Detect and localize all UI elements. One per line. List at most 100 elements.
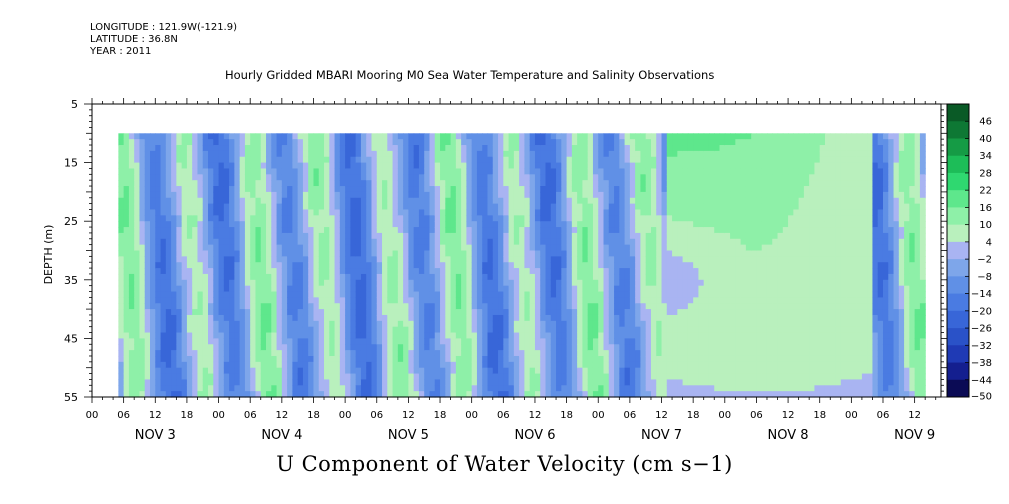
heatmap-cell: [587, 244, 594, 252]
heatmap-cell: [635, 320, 642, 328]
heatmap-cell: [223, 367, 230, 375]
heatmap-cell: [123, 379, 130, 386]
heatmap-cell: [329, 309, 336, 316]
heatmap-cell: [571, 285, 578, 293]
heatmap-cell: [281, 291, 288, 298]
heatmap-cell: [413, 297, 420, 304]
heatmap-cell: [519, 268, 526, 275]
heatmap-cell: [592, 303, 599, 310]
heatmap-cell: [524, 145, 531, 152]
heatmap-cell: [545, 385, 552, 392]
heatmap-cell: [424, 209, 431, 216]
heatmap-cell: [382, 238, 388, 246]
heatmap-cell: [239, 273, 246, 281]
heatmap-cell: [250, 139, 257, 146]
heatmap-cell: [392, 139, 399, 146]
heatmap-cell: [376, 314, 383, 322]
heatmap-cell: [650, 150, 657, 158]
heatmap-cell: [540, 145, 547, 152]
heatmap-cell: [476, 385, 483, 392]
heatmap-cell: [650, 367, 657, 375]
heatmap-cell: [635, 215, 642, 222]
heatmap-cell: [281, 221, 288, 228]
heatmap-cell: [624, 385, 631, 392]
heatmap-cell: [128, 303, 135, 310]
heatmap-cell: [413, 244, 420, 252]
heatmap-cell: [144, 250, 151, 257]
heatmap-cell: [318, 238, 325, 246]
heatmap-cell: [482, 367, 489, 375]
heatmap-cell: [577, 285, 584, 293]
heatmap-cell: [266, 197, 272, 205]
heatmap-cell: [281, 215, 288, 222]
heatmap-cell: [397, 256, 404, 263]
heatmap-cell: [218, 244, 225, 252]
heatmap-cell: [181, 285, 188, 293]
heatmap-cell: [492, 133, 499, 140]
heatmap-cell: [561, 232, 568, 240]
heatmap-cell: [445, 232, 452, 240]
heatmap-cell: [672, 338, 678, 345]
heatmap-cell: [376, 180, 383, 187]
heatmap-cell: [561, 215, 568, 222]
heatmap-cell: [171, 191, 177, 199]
heatmap-cell: [218, 314, 225, 322]
heatmap-cell: [571, 145, 578, 152]
heatmap-cell: [382, 145, 388, 152]
heatmap-cell: [566, 256, 573, 263]
heatmap-cell: [519, 186, 526, 193]
heatmap-cell: [524, 385, 531, 392]
heatmap-cell: [440, 391, 446, 398]
heatmap-cell: [308, 344, 315, 351]
heatmap-cell: [418, 338, 425, 345]
heatmap-cell: [550, 285, 557, 293]
heatmap-cell: [429, 215, 436, 222]
heatmap-cell: [682, 338, 689, 345]
heatmap-cell: [687, 191, 694, 199]
heatmap-cell: [197, 279, 204, 287]
heatmap-cell: [350, 133, 357, 140]
heatmap-cell: [571, 174, 578, 181]
heatmap-cell: [693, 133, 700, 140]
heatmap-cell: [339, 297, 346, 304]
heatmap-cell: [271, 320, 278, 328]
heatmap-cell: [144, 244, 151, 252]
heatmap-cell: [308, 262, 315, 269]
heatmap-cell: [577, 273, 584, 281]
heatmap-cell: [587, 180, 594, 187]
heatmap-cell: [476, 332, 483, 339]
heatmap-cell: [529, 203, 536, 211]
heatmap-cell: [682, 156, 689, 164]
heatmap-cell: [513, 215, 520, 222]
heatmap-cell: [682, 133, 689, 140]
heatmap-cell: [498, 162, 504, 170]
heatmap-cell: [603, 156, 610, 164]
heatmap-cell: [223, 309, 230, 316]
heatmap-cell: [255, 279, 262, 287]
heatmap-cell: [450, 367, 457, 375]
heatmap-cell: [313, 285, 320, 293]
heatmap-cell: [482, 355, 489, 363]
heatmap-cell: [450, 133, 457, 140]
heatmap-cell: [461, 227, 467, 234]
heatmap-cell: [387, 215, 394, 222]
heatmap-cell: [418, 150, 425, 158]
heatmap-cell: [292, 338, 299, 345]
heatmap-cell: [202, 291, 209, 298]
heatmap-cell: [250, 273, 257, 281]
heatmap-cell: [387, 203, 394, 211]
heatmap-cell: [482, 203, 489, 211]
heatmap-cell: [345, 244, 351, 252]
heatmap-cell: [545, 232, 552, 240]
heatmap-cell: [418, 279, 425, 287]
heatmap-cell: [693, 238, 700, 246]
heatmap-cell: [661, 150, 668, 158]
heatmap-cell: [297, 244, 304, 252]
heatmap-cell: [550, 379, 557, 386]
heatmap-cell: [150, 355, 156, 363]
heatmap-cell: [171, 344, 177, 351]
heatmap-cell: [350, 385, 357, 392]
heatmap-cell: [556, 320, 562, 328]
heatmap-cell: [329, 326, 336, 334]
heatmap-cell: [139, 215, 146, 222]
